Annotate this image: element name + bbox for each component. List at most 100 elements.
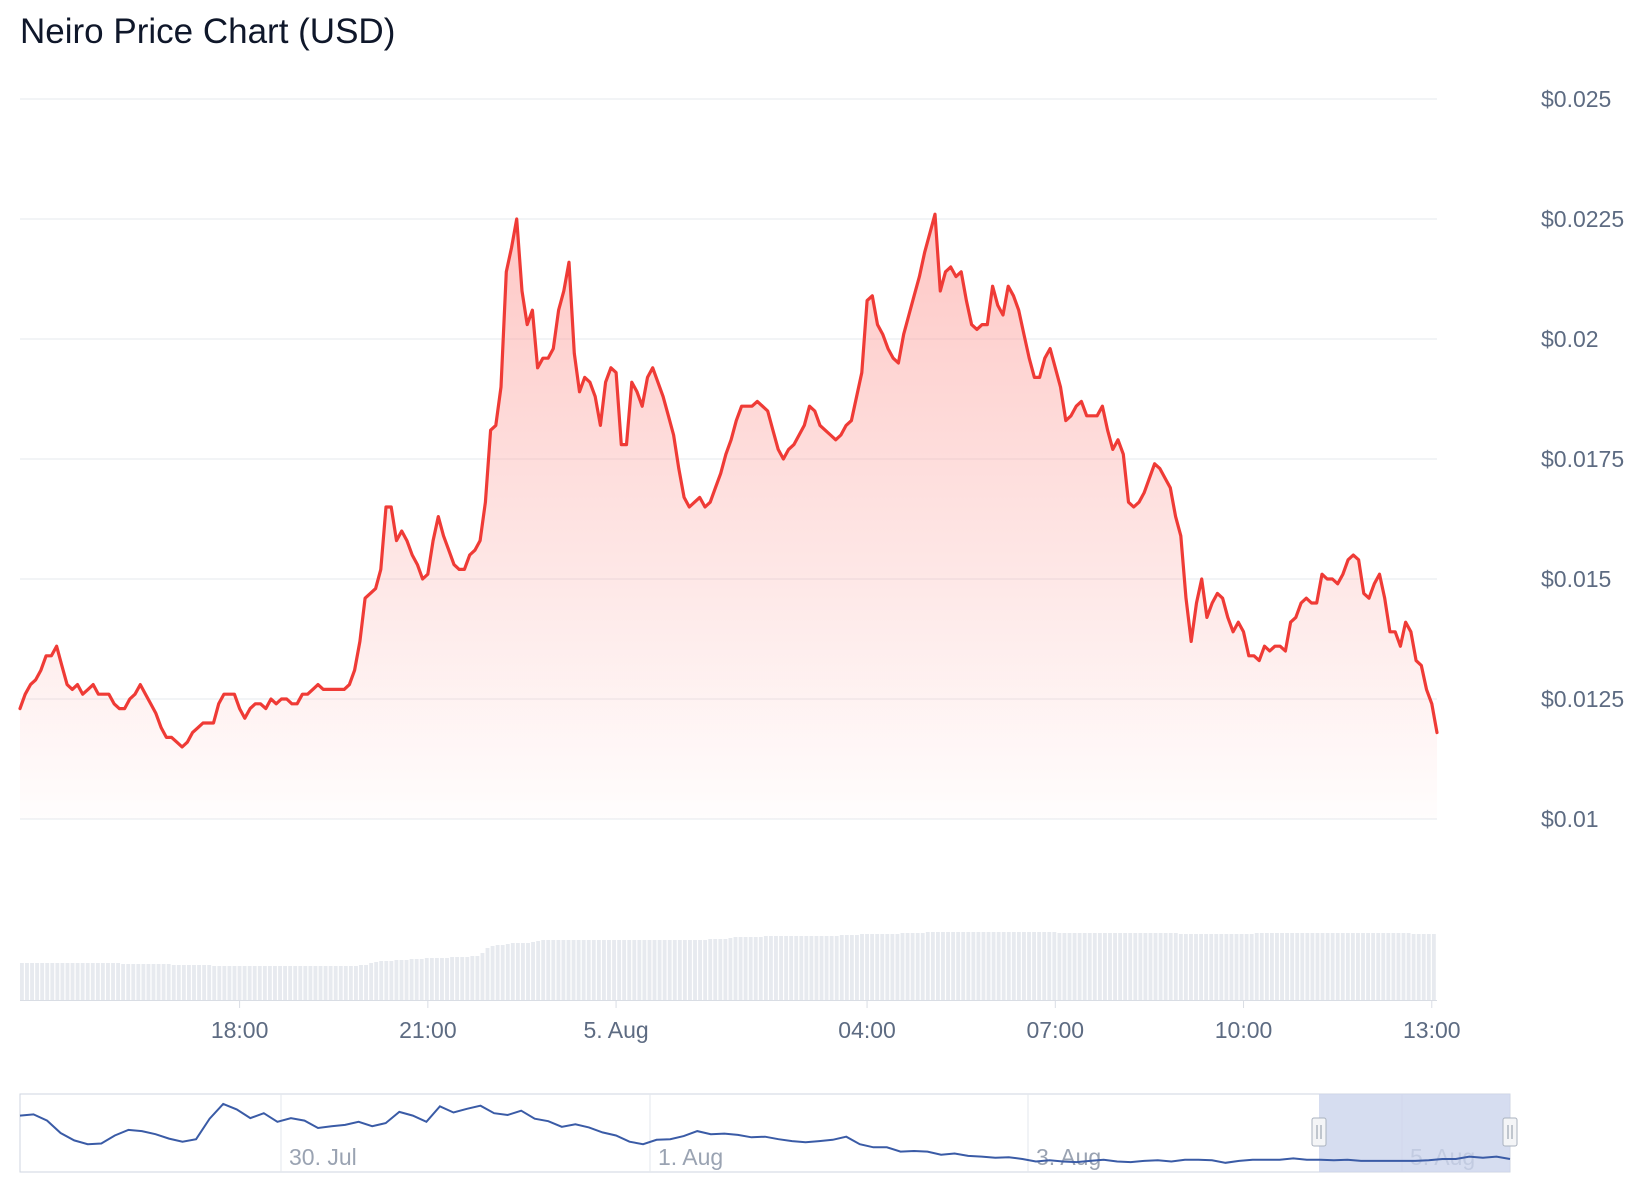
volume-bar [460,957,465,1000]
volume-bar [1244,934,1249,1000]
volume-bar [1163,933,1168,1000]
volume-bar [1345,933,1350,1000]
x-axis: 18:00 21:00 5. Aug 04:00 07:00 10:00 13:00 [20,1000,1461,1043]
volume-bar [1148,933,1153,1000]
volume-bar [1264,933,1269,1000]
volume-bar [1006,932,1011,1000]
volume-bar [1128,933,1133,1000]
volume-bar [591,940,596,1000]
volume-bar [1042,932,1047,1000]
volume-bar [991,932,996,1000]
volume-bar [1224,934,1229,1000]
volume-bar [1305,933,1310,1000]
volume-bar [1209,934,1214,1000]
volume-bar [273,966,277,1000]
volume-bar [1259,933,1264,1000]
volume-bar [855,935,859,1000]
volume-bar [192,965,196,1000]
chart-title: Neiro Price Chart (USD) [20,12,396,51]
volume-bar [723,939,728,1000]
volume-bar [187,965,191,1000]
volume-bar [1204,934,1209,1000]
volume-bar [986,932,991,1000]
price-series-line[interactable] [18,212,1439,749]
volume-bar [642,940,647,1000]
navigator-left-handle[interactable] [1311,1117,1327,1147]
navigator-tick-label: 30. Jul [289,1144,357,1170]
volume-bar [323,966,328,1000]
volume-bar [905,933,910,1000]
x-tick-label: 07:00 [1027,1017,1085,1043]
volume-bar [1325,933,1330,1000]
volume-bar [981,932,986,1000]
volume-bar [1254,933,1259,1000]
volume-bar [844,935,849,1000]
volume-bar [941,932,945,1000]
volume-bar [1310,933,1315,1000]
volume-bar [146,964,151,1000]
volume-bar [1269,933,1274,1000]
volume-bar [338,966,343,1000]
volume-bar [1123,933,1128,1000]
volume-bar [232,966,237,1000]
volume-bar [308,966,313,1000]
volume-bar [298,966,303,1000]
volume-bar [829,936,834,1000]
volume-bar [1340,933,1345,1000]
volume-bar [880,934,885,1000]
volume-bar [1239,934,1244,1000]
volume-bar [1335,933,1340,1000]
volume-bar [1057,933,1062,1000]
volume-bar [404,960,409,1000]
volume-bar [526,943,530,1000]
navigator-right-handle[interactable] [1502,1117,1518,1147]
volume-bar [75,963,80,1000]
volume-bar [181,965,186,1000]
navigator-tick-label: 1. Aug [658,1144,723,1170]
volume-bar [698,940,702,1000]
navigator-track[interactable] [19,1093,1511,1173]
volume-bar [434,958,439,1000]
volume-bar [151,964,156,1000]
volume-bar [1153,933,1158,1000]
volume-bar [789,936,794,1000]
volume-bar [1361,933,1365,1000]
volume-bar [1234,934,1239,1000]
y-tick-label: $0.0225 [1541,206,1624,232]
volume-bar [849,935,854,1000]
volume-bar [1138,933,1143,1000]
volume-bar [738,937,743,1000]
volume-bar [283,966,288,1000]
volume-bar [394,960,399,1000]
volume-bar [450,957,455,1000]
volume-bar [257,966,262,1000]
volume-bar [804,936,809,1000]
volume-bar [1249,934,1254,1000]
volume-bar [1027,932,1031,1000]
volume-bar [136,964,141,1000]
volume-bar [1037,932,1042,1000]
volume-bar [865,934,869,1000]
volume-bar [318,966,323,1000]
volume-bar [1092,933,1097,1000]
volume-bar [1300,933,1305,1000]
volume-bar [753,937,758,1000]
volume-bar [222,966,227,1000]
volume-bar [824,936,829,1000]
volume-bar [1082,933,1087,1000]
volume-bar [768,936,773,1000]
volume-bar [354,966,358,1000]
volume-bar [1143,933,1148,1000]
volume-bar [1280,933,1284,1000]
volume-bar [1199,934,1204,1000]
volume-bar [262,966,267,1000]
y-tick-label: $0.01 [1541,806,1599,832]
volume-bar [1214,934,1219,1000]
volume-bar [607,940,611,1000]
volume-bar [369,963,374,1000]
volume-bar [455,957,460,1000]
volume-bar [465,957,470,1000]
volume-bar [242,966,247,1000]
